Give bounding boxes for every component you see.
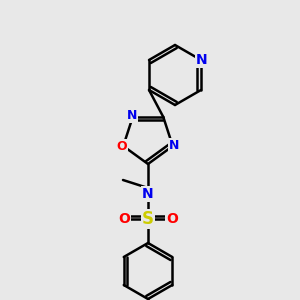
Text: S: S xyxy=(142,210,154,228)
Text: O: O xyxy=(116,140,127,152)
Text: O: O xyxy=(166,212,178,226)
Text: N: N xyxy=(127,110,137,122)
Text: N: N xyxy=(169,139,179,152)
Text: N: N xyxy=(142,187,154,201)
Text: O: O xyxy=(118,212,130,226)
Text: N: N xyxy=(196,53,208,67)
